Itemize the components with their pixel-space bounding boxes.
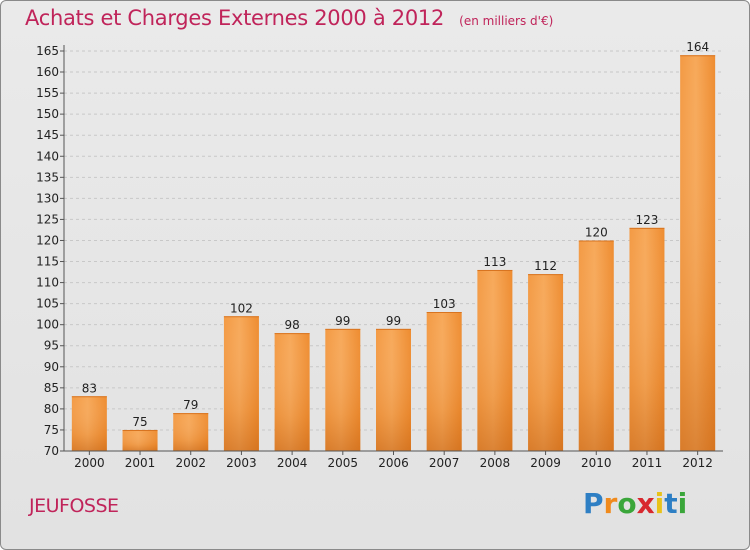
bar-value-label: 98: [284, 318, 299, 332]
bar-value-label: 99: [386, 314, 401, 328]
x-tick-label: 2008: [480, 456, 511, 470]
bar-shade: [173, 413, 209, 451]
bar-shade: [223, 316, 259, 451]
bar-value-label: 99: [335, 314, 350, 328]
y-tick-label: 145: [36, 128, 59, 142]
x-tick-label: 2002: [175, 456, 206, 470]
bar-shade: [274, 333, 310, 451]
y-tick-label: 110: [36, 276, 59, 290]
x-tick-label: 2005: [328, 456, 359, 470]
bar-value-label: 102: [230, 301, 253, 315]
y-tick-label: 155: [36, 86, 59, 100]
bar-value-label: 112: [534, 259, 557, 273]
logo-letter: P: [583, 487, 604, 520]
y-tick-label: 120: [36, 233, 59, 247]
bar-shade: [325, 328, 361, 451]
commune-name: JEUFOSSE: [29, 495, 119, 517]
y-tick-label: 165: [36, 44, 59, 58]
bar-value-label: 113: [483, 255, 506, 269]
bar-value-label: 123: [636, 213, 659, 227]
y-tick-label: 95: [44, 339, 59, 353]
x-tick-label: 2009: [530, 456, 561, 470]
x-axis: 2000 2001 2002 2003 2004 2005 2006 2007 2008 2009…: [64, 450, 723, 470]
bar-value-label: 103: [433, 297, 456, 311]
bar-shade: [578, 240, 614, 451]
bar-value-label: 164: [686, 40, 709, 54]
y-tick-label: 80: [44, 402, 59, 416]
y-tick-label: 90: [44, 360, 59, 374]
chart-subtitle: (en milliers d'€): [459, 14, 554, 28]
y-tick-label: 75: [44, 423, 59, 437]
bar-shade: [477, 269, 513, 451]
x-tick-label: 2001: [125, 456, 156, 470]
x-tick-label: 2010: [581, 456, 612, 470]
bar-shade: [629, 227, 665, 451]
bars: 83 75 79 102 98 99 99 103 113 112 120 123 164: [71, 40, 716, 452]
y-tick-label: 85: [44, 381, 59, 395]
bar-shade: [71, 396, 107, 451]
bar-value-label: 83: [82, 381, 97, 395]
bar-shade: [426, 312, 462, 451]
bar-shade: [122, 429, 158, 451]
bar-shade: [376, 328, 411, 451]
logo-letter: o: [617, 487, 637, 520]
bar-value-label: 75: [132, 415, 147, 429]
bar-value-label: 120: [585, 225, 608, 239]
y-tick-label: 130: [36, 191, 59, 205]
y-tick-label: 135: [36, 170, 59, 184]
y-tick-label: 115: [36, 255, 59, 269]
logo-letter: i: [654, 487, 665, 520]
x-tick-label: 2007: [429, 456, 460, 470]
y-tick-label: 150: [36, 107, 59, 121]
bar-value-label: 79: [183, 398, 198, 412]
chart-title-row: Achats et Charges Externes 2000 à 2012 (…: [25, 6, 553, 30]
bar-shade: [528, 274, 564, 451]
x-tick-label: 2000: [74, 456, 105, 470]
y-tick-label: 140: [36, 149, 59, 163]
x-tick-label: 2012: [682, 456, 713, 470]
x-tick-label: 2011: [632, 456, 663, 470]
x-tick-label: 2006: [378, 456, 409, 470]
y-tick-label: 100: [36, 318, 59, 332]
logo-letter: i: [677, 487, 688, 520]
y-tick-label: 70: [44, 444, 59, 458]
logo-letter: t: [664, 487, 678, 520]
y-tick-label: 160: [36, 65, 59, 79]
proxiti-logo[interactable]: Proxiti: [583, 487, 687, 520]
y-tick-label: 105: [36, 297, 59, 311]
bar-shade: [680, 55, 716, 452]
y-axis: 70 75 80 85 90 95 100 105 110 115 120 125 130 135 140 1…: [36, 44, 65, 458]
x-tick-label: 2004: [277, 456, 308, 470]
logo-letter: x: [636, 487, 655, 520]
x-tick-label: 2003: [226, 456, 257, 470]
logo-letter: r: [603, 487, 618, 520]
chart-title: Achats et Charges Externes 2000 à 2012: [25, 6, 445, 30]
y-tick-label: 125: [36, 212, 59, 226]
